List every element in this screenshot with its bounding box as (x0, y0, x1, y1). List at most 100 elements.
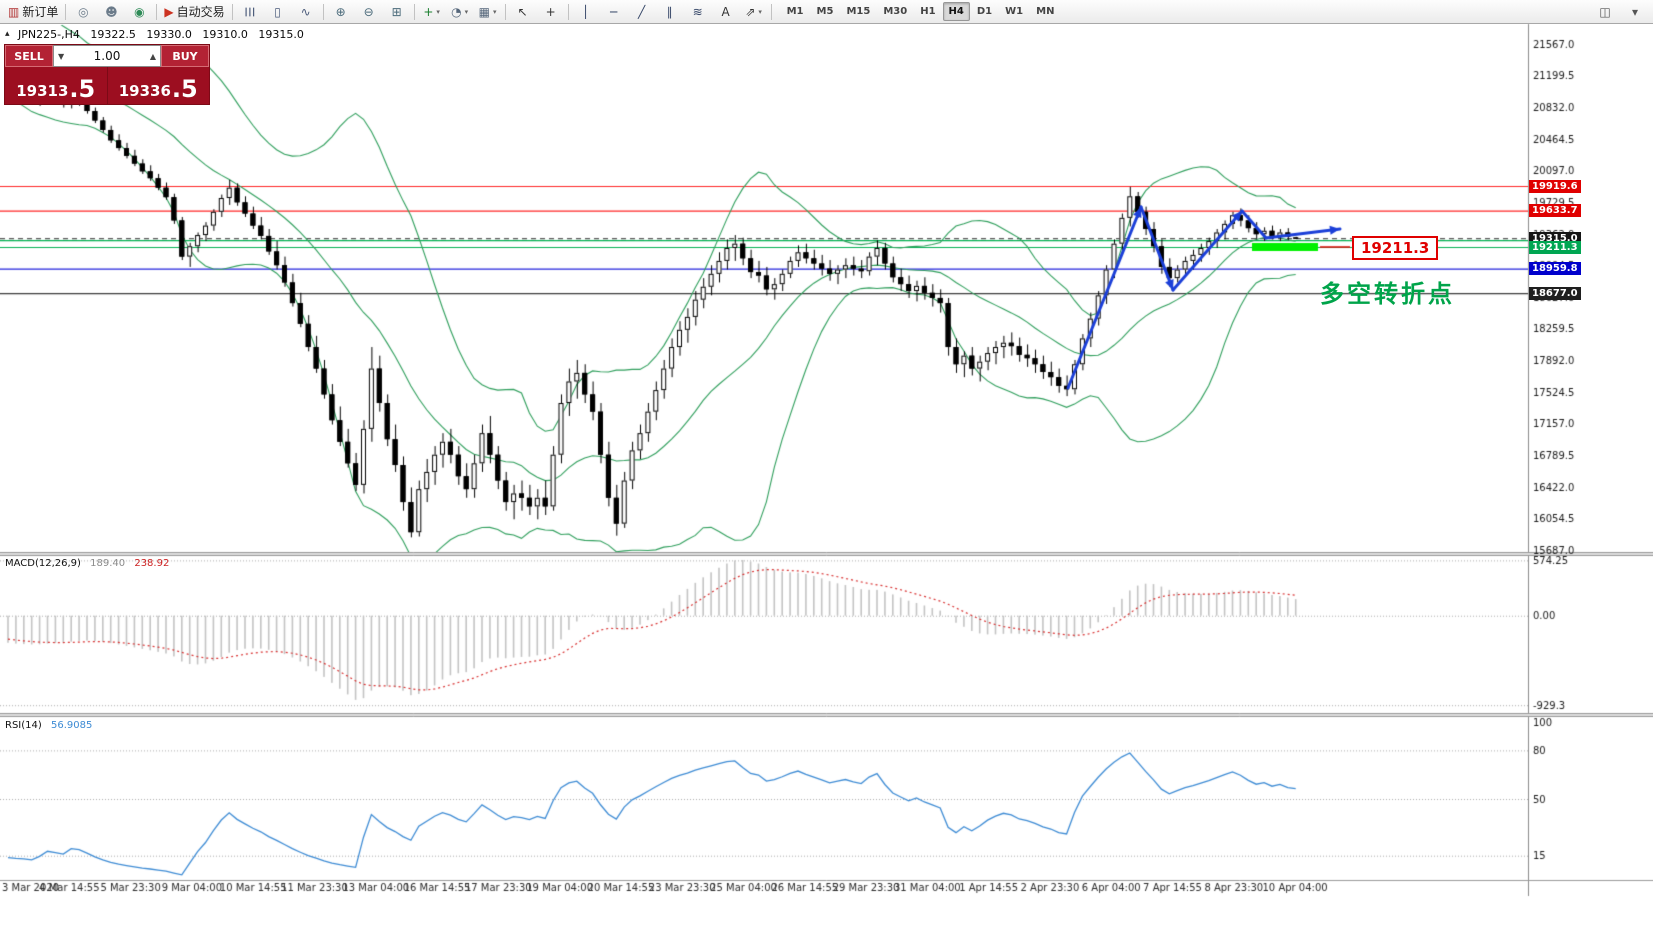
vertical-line-button[interactable]: │ (572, 1, 600, 23)
autotrading-label: 自动交易 (176, 5, 225, 19)
price-level-tag: 18959.8 (1529, 262, 1581, 276)
more-tools-icon: ▾ (1631, 4, 1639, 19)
crosshair-icon: + (545, 4, 556, 19)
volume-increase-icon[interactable]: ▲ (149, 51, 156, 61)
candlestick-button[interactable]: ▯ (264, 1, 292, 23)
sell-button[interactable]: SELL (5, 45, 53, 67)
line-chart-button[interactable]: ∿ (292, 1, 320, 23)
chart-window-button[interactable]: ◫ (1591, 1, 1619, 23)
chart-open-value: 19322.5 (90, 28, 136, 41)
timeframe-h4-button[interactable]: H4 (942, 2, 970, 21)
profile-button[interactable]: ☻ (97, 1, 125, 23)
new-order-button[interactable]: ▥ 新订单 (4, 1, 62, 23)
toolbar: ▥ 新订单 ◎ ☻ ◉ ▶ 自动交易 ☰ ▯ ∿ ⊕ ⊖ ⊞ + ▾ ◔ ▾ ▦ ▾ ↖ + │ ─ ╱ ∥ ≋ A ⇗ ▾ M1 M5 M1… (0, 0, 1653, 24)
price-callout-box[interactable]: 19211.3 (1352, 236, 1439, 260)
tile-windows-button[interactable]: ⊞ (383, 1, 411, 23)
horizontal-line-icon: ─ (609, 4, 618, 19)
sell-price[interactable]: 19313 .5 (5, 67, 107, 104)
bar-chart-icon: ☰ (242, 6, 257, 17)
dropdown-caret-icon: ▾ (436, 7, 440, 16)
dropdown-caret-icon: ▾ (493, 7, 497, 16)
channel-icon: ∥ (666, 4, 673, 19)
candlestick-icon: ▯ (274, 4, 281, 19)
timeframe-m30-button[interactable]: M30 (883, 6, 908, 17)
timeframe-group: M1 M5 M15 M30 H1 H4 D1 W1 MN (781, 2, 1061, 21)
zoom-in-button[interactable]: ⊕ (327, 1, 355, 23)
arrows-button[interactable]: ⇗ ▾ (740, 1, 768, 23)
new-order-icon: ▥ (8, 4, 20, 19)
timeframe-h1-button[interactable]: H1 (920, 6, 936, 17)
profiles-icon: ◔ (451, 4, 462, 19)
chart-window-icon: ◫ (1599, 4, 1611, 19)
rsi-value: 56.9085 (50, 720, 93, 731)
toolbar-separator (770, 3, 772, 20)
fibonacci-button[interactable]: ≋ (684, 1, 712, 23)
turning-point-annotation[interactable]: 多空转折点 (1320, 280, 1455, 308)
bar-chart-button[interactable]: ☰ (236, 1, 264, 23)
autotrading-button[interactable]: ▶ 自动交易 (160, 1, 228, 23)
more-tools-button[interactable]: ▾ (1621, 1, 1649, 23)
chart-symbol-period: JPN225-,H4 (18, 28, 80, 41)
buy-price-main: 19336 (118, 81, 171, 100)
timeframe-m15-button[interactable]: M15 (846, 6, 871, 17)
timeframe-d1-button[interactable]: D1 (976, 6, 993, 17)
chart-ohlc-header: JPN225-,H4 19322.5 19330.0 19310.0 19315… (18, 28, 311, 41)
new-chart-button[interactable]: + ▾ (418, 1, 446, 23)
timeframe-mn-button[interactable]: MN (1036, 6, 1055, 17)
toolbar-right-group: ◫ ▾ (1591, 1, 1649, 23)
cursor-button[interactable]: ↖ (509, 1, 537, 23)
sell-price-pip: .5 (69, 74, 96, 103)
buy-price-pip: .5 (171, 74, 198, 103)
profile-icon: ☻ (105, 4, 118, 19)
one-click-trading-panel: SELL ▼ 1.00 ▲ BUY 19313 .5 19336 .5 (4, 44, 210, 105)
fibonacci-icon: ≋ (692, 4, 703, 19)
toolbar-separator (156, 3, 158, 20)
zoom-out-icon: ⊖ (363, 4, 374, 19)
buy-button[interactable]: BUY (161, 45, 209, 67)
macd-signal-value: 238.92 (134, 558, 170, 569)
crosshair-button[interactable]: + (537, 1, 565, 23)
autotrading-icon: ▶ (164, 4, 174, 19)
template-icon: ▦ (478, 4, 491, 19)
template-button[interactable]: ▦ ▾ (474, 1, 502, 23)
zoom-out-button[interactable]: ⊖ (355, 1, 383, 23)
community-icon: ◉ (134, 4, 145, 19)
toolbar-separator (322, 3, 324, 20)
timeframe-m1-button[interactable]: M1 (786, 6, 804, 17)
cursor-icon: ↖ (517, 4, 528, 19)
text-button[interactable]: A (712, 1, 740, 23)
zoom-in-icon: ⊕ (335, 4, 346, 19)
horizontal-line-button[interactable]: ─ (600, 1, 628, 23)
macd-indicator-header: MACD(12,26,9) 189.40 238.92 (5, 558, 169, 569)
volume-value: 1.00 (93, 49, 121, 63)
one-click-toggle-icon[interactable]: ▴ (5, 29, 10, 39)
compass-icon: ◎ (78, 4, 89, 19)
price-level-tag: 19211.3 (1529, 240, 1581, 254)
timeframe-m5-button[interactable]: M5 (816, 6, 834, 17)
tile-windows-icon: ⊞ (391, 4, 402, 19)
macd-main-value: 189.40 (90, 558, 126, 569)
sell-price-main: 19313 (16, 81, 69, 100)
macd-label: MACD(12,26,9) (5, 558, 81, 569)
compass-button[interactable]: ◎ (69, 1, 97, 23)
buy-price[interactable]: 19336 .5 (106, 67, 210, 104)
chart-low-value: 19310.0 (202, 28, 248, 41)
dropdown-caret-icon: ▾ (464, 7, 469, 16)
trendline-icon: ╱ (637, 4, 646, 19)
text-icon: A (721, 4, 730, 19)
toolbar-separator (231, 3, 233, 20)
trendline-button[interactable]: ╱ (628, 1, 656, 23)
price-level-tag: 19919.6 (1529, 179, 1581, 193)
timeframe-w1-button[interactable]: W1 (1005, 6, 1024, 17)
volume-control[interactable]: ▼ 1.00 ▲ (53, 45, 161, 67)
volume-decrease-icon[interactable]: ▼ (58, 51, 65, 61)
profiles-button[interactable]: ◔ ▾ (446, 1, 474, 23)
channel-button[interactable]: ∥ (656, 1, 684, 23)
toolbar-separator (504, 3, 506, 20)
chart-close-value: 19315.0 (258, 28, 304, 41)
community-button[interactable]: ◉ (125, 1, 153, 23)
new-order-label: 新订单 (22, 5, 59, 19)
new-chart-icon: + (423, 4, 434, 19)
chart-high-value: 19330.0 (146, 28, 192, 41)
